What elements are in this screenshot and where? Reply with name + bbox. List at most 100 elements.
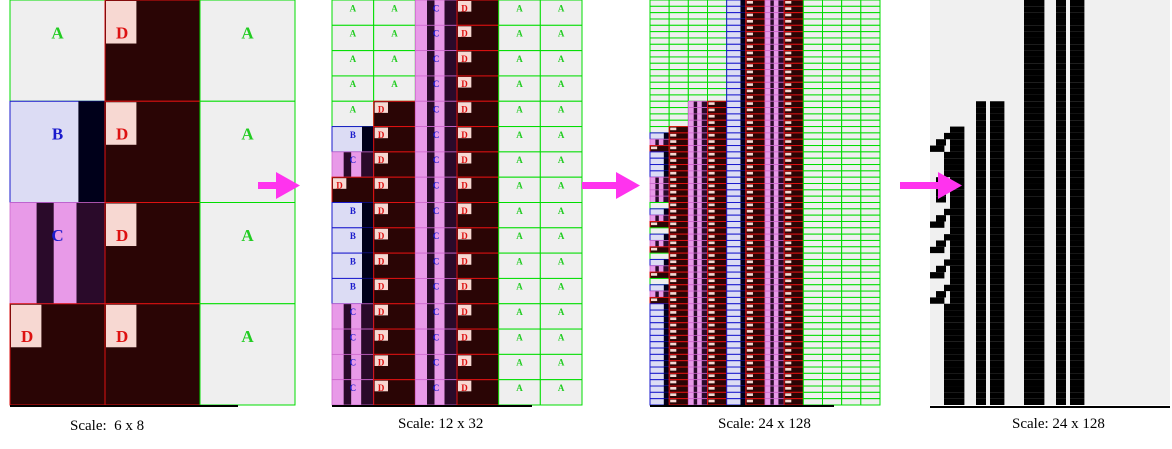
tile-c — [688, 386, 708, 393]
silhouette-c — [976, 208, 986, 216]
tile-a — [668, 56, 689, 64]
silhouette-d — [1030, 329, 1045, 336]
tile-a — [860, 24, 881, 33]
silhouette-b — [1024, 386, 1030, 393]
silhouette-d — [1070, 82, 1085, 89]
tile-a — [841, 164, 862, 172]
tile-c — [765, 94, 785, 102]
tile-a — [822, 202, 843, 210]
silhouette-b — [944, 310, 950, 317]
tile-a — [498, 353, 541, 381]
tile-a — [860, 107, 881, 115]
silhouette-c — [1056, 367, 1066, 374]
tile-label-d: D — [116, 226, 128, 245]
tile-a — [860, 290, 881, 298]
tile-a — [841, 208, 862, 216]
silhouette-d — [950, 322, 965, 330]
tile-label-a: A — [516, 332, 523, 342]
tile-a — [822, 353, 843, 362]
tile-a — [802, 208, 823, 216]
tile-a — [649, 5, 670, 14]
tile-label-d: D — [461, 383, 468, 393]
silhouette-d — [990, 234, 1005, 241]
tile-label-d: D — [378, 155, 385, 165]
tile-a — [822, 208, 843, 216]
tile-c — [688, 208, 708, 216]
silhouette-d — [990, 101, 1005, 108]
tile-a — [822, 391, 843, 400]
tile-a — [860, 164, 881, 172]
silhouette-c — [936, 215, 946, 222]
tile-a — [822, 50, 843, 58]
silhouette-c — [976, 398, 986, 405]
silhouette-b — [1024, 202, 1030, 209]
tile-a — [841, 43, 862, 52]
tile-a — [539, 50, 583, 77]
tile-c — [765, 202, 785, 209]
tile-a — [860, 157, 881, 166]
tile-a — [822, 56, 843, 64]
tile-label-a: A — [516, 358, 523, 368]
tile-label-a: A — [558, 3, 565, 13]
tile-label-d: D — [378, 180, 385, 190]
tile-c — [688, 177, 708, 184]
silhouette-d — [1030, 259, 1045, 266]
tile-label-a: A — [516, 383, 523, 393]
tile-a — [841, 62, 862, 71]
silhouette-b — [1024, 107, 1030, 114]
silhouette-c — [976, 240, 986, 247]
silhouette-d — [1030, 183, 1045, 190]
silhouette-d — [990, 164, 1005, 171]
silhouette-d — [1030, 25, 1045, 32]
tile-a — [822, 170, 843, 178]
silhouette-d — [1030, 310, 1045, 317]
tile-a — [822, 24, 843, 33]
tile-c — [765, 208, 785, 216]
silhouette-c — [936, 139, 946, 146]
silhouette-d — [1070, 303, 1085, 311]
silhouette-d — [1070, 101, 1085, 108]
tile-label-d: D — [336, 180, 343, 190]
silhouette-c — [1056, 303, 1066, 311]
tile-a — [498, 75, 541, 102]
silhouette-b — [1024, 240, 1030, 247]
silhouette-d — [950, 164, 965, 171]
tile-c — [650, 183, 670, 190]
tile-a — [822, 277, 843, 286]
silhouette-c — [976, 291, 986, 298]
silhouette-b — [1024, 215, 1030, 222]
tile-c — [765, 291, 785, 298]
tile-a — [687, 75, 708, 83]
silhouette-background — [930, 0, 1170, 405]
silhouette-c — [976, 126, 986, 133]
silhouette-d — [1030, 272, 1045, 279]
tile-label-a: A — [516, 307, 523, 317]
silhouette-d — [1070, 177, 1085, 184]
tile-label-d: D — [461, 79, 468, 89]
tile-c — [765, 227, 785, 235]
tile-a — [841, 138, 862, 147]
tile-a — [668, 94, 689, 102]
tile-a — [802, 220, 823, 229]
silhouette-d — [1030, 215, 1045, 222]
tile-a — [802, 239, 823, 248]
tile-c — [765, 310, 785, 317]
tile-a — [802, 227, 823, 235]
silhouette-d — [1070, 227, 1085, 235]
silhouette-d — [990, 373, 1005, 380]
tile-c — [765, 215, 785, 222]
silhouette-b — [1024, 259, 1030, 266]
tile-label-a: A — [558, 206, 565, 216]
silhouette-b — [1024, 158, 1030, 165]
arrow-head-icon — [616, 172, 640, 199]
silhouette-c — [976, 132, 986, 140]
silhouette-b — [1024, 360, 1030, 368]
tile-a — [841, 56, 862, 64]
silhouette-b — [944, 259, 950, 266]
silhouette-c — [1056, 12, 1066, 19]
silhouette-b — [1024, 392, 1030, 399]
tile-a — [649, 113, 670, 121]
silhouette-d — [1030, 208, 1045, 216]
silhouette-d — [1030, 202, 1045, 209]
tile-a — [860, 138, 881, 147]
